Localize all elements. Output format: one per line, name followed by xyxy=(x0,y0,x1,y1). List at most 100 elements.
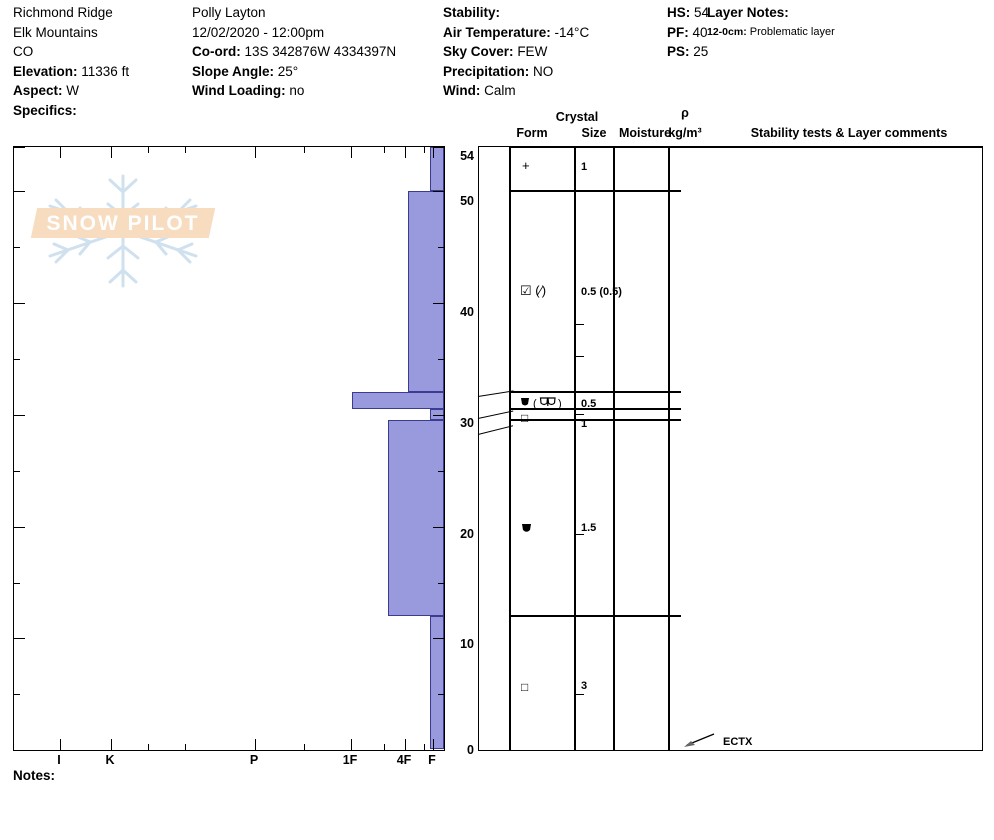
ps-label: PS: xyxy=(667,44,690,59)
y-tick-major xyxy=(14,303,25,304)
sky-cover-row: Sky Cover: FEW xyxy=(443,42,589,62)
aspect-row: Aspect: W xyxy=(13,81,129,101)
pf-value: 40 xyxy=(692,24,708,40)
specifics-row: Specifics: xyxy=(13,101,129,121)
x-axis-label-4F: 4F xyxy=(396,753,412,767)
coord-value: 13S 342876W 4334397N xyxy=(244,44,397,59)
size-header: Size xyxy=(581,126,607,140)
hardness-bar-layer-2 xyxy=(408,191,444,392)
x-tick-major xyxy=(60,739,61,750)
aspect-value: W xyxy=(66,83,80,98)
y-tick-major xyxy=(433,527,444,528)
wind-loading-value: no xyxy=(289,83,305,98)
table-outer-frame xyxy=(478,146,983,751)
crystal-form-row-4: □ xyxy=(521,410,528,425)
hardness-profile-plot xyxy=(13,146,445,751)
slope-angle-label: Slope Angle: xyxy=(192,63,275,79)
crystal-form-row-6: □ xyxy=(521,679,528,694)
x-tick-major xyxy=(111,147,112,158)
y-tick-minor xyxy=(438,471,444,472)
form-tick-stub xyxy=(574,324,584,326)
x-tick-minor xyxy=(384,147,385,153)
precipitation-row: Precipitation: NO xyxy=(443,62,589,82)
header-column-weather: Stability: Air Temperature: -14°C Sky Co… xyxy=(443,3,589,101)
y-tick-minor xyxy=(14,359,20,360)
stability-test-ectx-label: ECTX xyxy=(723,736,753,748)
observer-row: Polly Layton xyxy=(192,3,396,23)
crystal-form-row-2: ☑ (∕) xyxy=(520,283,546,299)
y-axis-label-40: 40 xyxy=(460,305,474,319)
layer-boundary-12 xyxy=(509,615,668,617)
x-tick-major xyxy=(351,147,352,158)
y-tick-major xyxy=(433,191,444,192)
slope-angle-value: 25° xyxy=(277,63,299,79)
layer-boundary-54 xyxy=(509,146,668,148)
x-tick-minor xyxy=(384,744,385,750)
header-column-snowpack-metrics: HS: 54 PF: 40 PS: 25 xyxy=(667,3,709,62)
y-axis-label-20: 20 xyxy=(460,527,474,541)
observer-name: Polly Layton xyxy=(192,5,266,20)
layer-boundary-29 xyxy=(509,419,668,421)
y-tick-major xyxy=(14,527,25,528)
grain-symbol-rounded-grains: □ xyxy=(521,680,529,694)
x-tick-major xyxy=(255,739,256,750)
x-axis-label-P: P xyxy=(249,753,259,767)
hs-value: 54 xyxy=(694,5,710,20)
x-tick-major xyxy=(433,147,434,158)
crystal-size-row-3: 0.5 xyxy=(581,398,597,410)
x-tick-major xyxy=(351,739,352,750)
crystal-size-row-5: 1.5 xyxy=(581,522,597,534)
x-tick-major xyxy=(111,739,112,750)
state: CO xyxy=(13,44,34,59)
wind-loading-label: Wind Loading: xyxy=(192,83,286,98)
svg-text:(: ( xyxy=(533,398,537,409)
form-tick-stub xyxy=(574,694,584,696)
x-tick-minor xyxy=(185,147,186,153)
layer-boundary-30 xyxy=(509,408,668,410)
layer-boundary-29-ext xyxy=(668,419,681,421)
y-axis-label-50: 50 xyxy=(460,194,474,208)
crystal-header: Crystal xyxy=(555,110,599,124)
aspect-label: Aspect: xyxy=(13,83,63,98)
density-symbol-header: ρ xyxy=(681,106,689,120)
crystal-size-row-2: 0.5 (0.5) xyxy=(581,286,622,298)
wind-value: Calm xyxy=(484,83,516,98)
ps-row: PS: 25 xyxy=(667,42,709,62)
layer-data-table: + 1 ☑ (∕) 0.5 (0.5) ( ) 0.5 □ 1 1.5 □ 3 xyxy=(477,146,983,751)
grain-symbol-precipitation-particles: + xyxy=(522,158,530,173)
layer-boundary-50-ext xyxy=(668,190,681,192)
y-axis-label-10: 10 xyxy=(460,637,474,651)
x-axis-label-I: I xyxy=(57,753,61,767)
layer-boundary-32 xyxy=(509,391,668,393)
moisture-header: Moisture xyxy=(618,126,672,140)
sky-cover-value: FEW xyxy=(517,44,548,59)
elevation-value: 11336 ft xyxy=(81,63,130,79)
pf-row: PF: 40 xyxy=(667,23,709,43)
stability-tests-header: Stability tests & Layer comments xyxy=(750,126,948,140)
layer-note-text: Problematic layer xyxy=(749,25,835,38)
layer-boundary-30-ext xyxy=(668,408,681,410)
datetime-row: 12/02/2020 - 12:00pm xyxy=(192,23,396,43)
air-temperature-row: Air Temperature: -14°C xyxy=(443,23,589,43)
form-tick-stub xyxy=(574,356,584,358)
y-tick-major xyxy=(433,638,444,639)
coord-label: Co-ord: xyxy=(192,44,241,59)
col-divider-density xyxy=(668,146,670,751)
x-tick-major xyxy=(433,739,434,750)
y-axis-label-0: 0 xyxy=(467,743,474,757)
col-divider-form xyxy=(574,146,576,751)
x-tick-major xyxy=(405,739,406,750)
x-tick-minor xyxy=(304,147,305,153)
y-tick-major xyxy=(14,191,25,192)
crystal-size-row-6: 3 xyxy=(581,680,588,692)
grain-symbol-depth-hoar-pair-icon: ( ) xyxy=(521,397,562,409)
crystal-form-row-1: + xyxy=(522,158,530,173)
hardness-bar-layer-6 xyxy=(430,616,444,749)
x-tick-minor xyxy=(185,744,186,750)
layer-boundary-54-ext xyxy=(668,146,983,148)
x-tick-minor xyxy=(304,744,305,750)
x-tick-minor xyxy=(148,744,149,750)
svg-text:): ) xyxy=(558,398,562,409)
y-tick-minor xyxy=(14,247,20,248)
y-tick-major xyxy=(14,638,25,639)
